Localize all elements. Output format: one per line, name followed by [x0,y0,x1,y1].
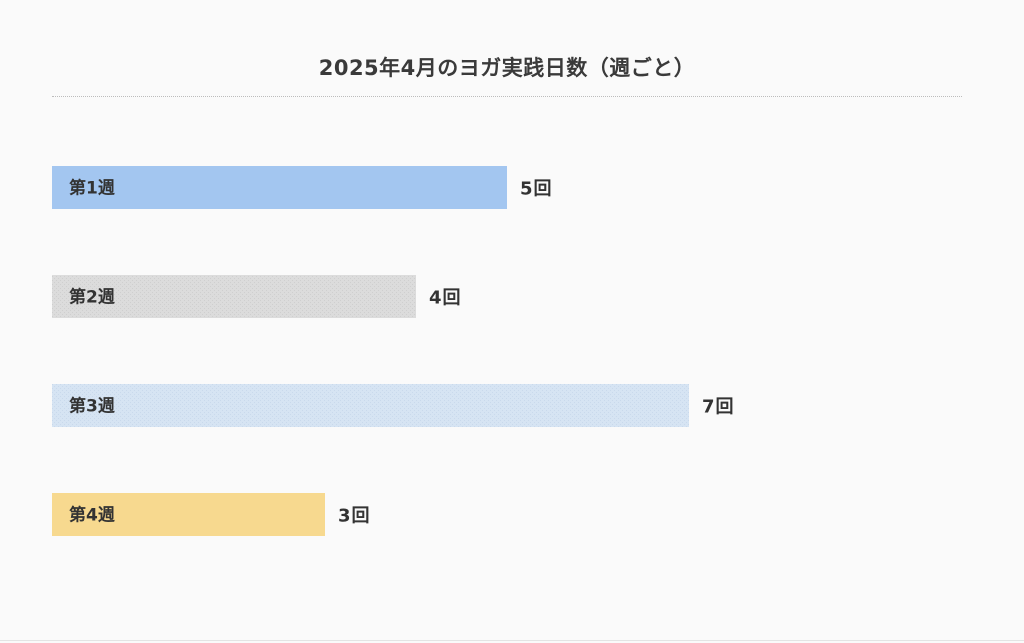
bar-4 [52,493,325,536]
category-label-4: 第4週 [69,505,115,526]
title-divider [52,96,962,97]
value-label-2: 4回 [429,288,462,309]
value-label-4: 3回 [338,506,371,527]
chart-title: 2025年4月のヨガ実践日数（週ごと） [318,56,696,80]
value-label-1: 5回 [520,179,553,200]
category-label-3: 第3週 [69,396,115,417]
bar-2 [52,275,416,318]
bottom-divider [0,640,1024,641]
bar-1 [52,166,507,209]
category-label-2: 第2週 [69,287,115,308]
category-label-1: 第1週 [69,178,115,199]
bar-3 [52,384,689,427]
value-label-3: 7回 [702,397,735,418]
